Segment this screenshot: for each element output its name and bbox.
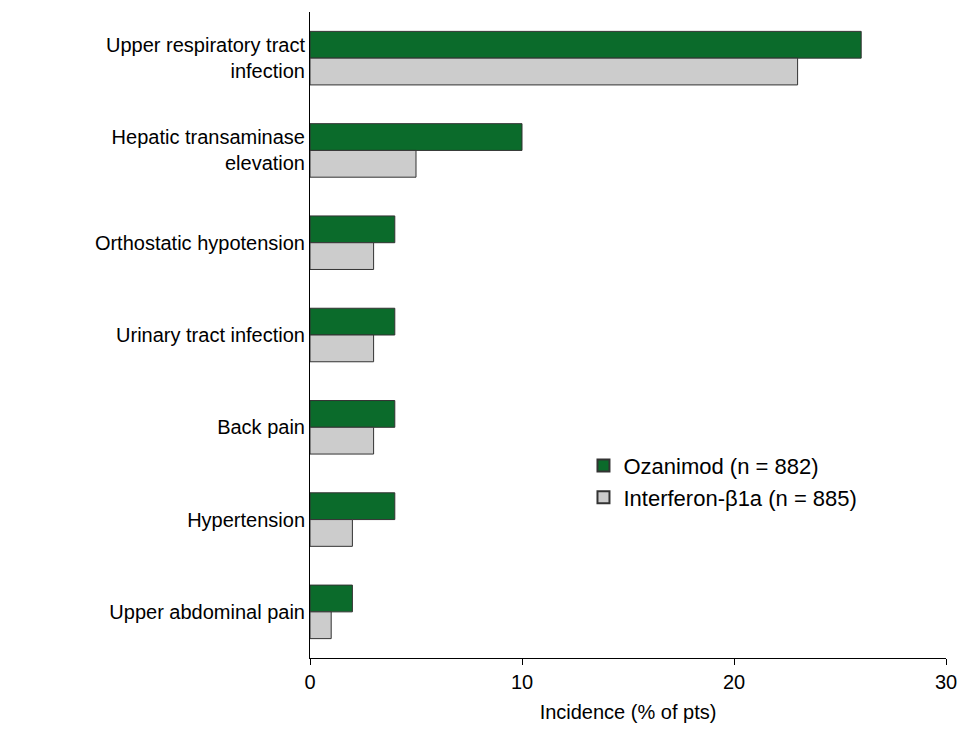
- svg-text:Hypertension: Hypertension: [187, 509, 305, 531]
- svg-text:30: 30: [935, 671, 957, 693]
- svg-text:Incidence (% of pts): Incidence (% of pts): [540, 701, 717, 723]
- svg-text:10: 10: [511, 671, 533, 693]
- svg-text:0: 0: [304, 671, 315, 693]
- svg-text:Hepatic transaminaseelevation: Hepatic transaminaseelevation: [112, 126, 305, 174]
- svg-text:Upper respiratory tractinfecti: Upper respiratory tractinfection: [106, 34, 305, 82]
- svg-text:Back pain: Back pain: [217, 416, 305, 438]
- svg-text:Ozanimod (n = 882): Ozanimod (n = 882): [623, 454, 818, 479]
- svg-text:20: 20: [723, 671, 745, 693]
- svg-text:Interferon-β1a (n = 885): Interferon-β1a (n = 885): [623, 486, 856, 511]
- svg-text:Upper abdominal pain: Upper abdominal pain: [109, 601, 305, 623]
- svg-text:Orthostatic hypotension: Orthostatic hypotension: [95, 232, 305, 254]
- svg-text:Urinary tract infection: Urinary tract infection: [116, 324, 305, 346]
